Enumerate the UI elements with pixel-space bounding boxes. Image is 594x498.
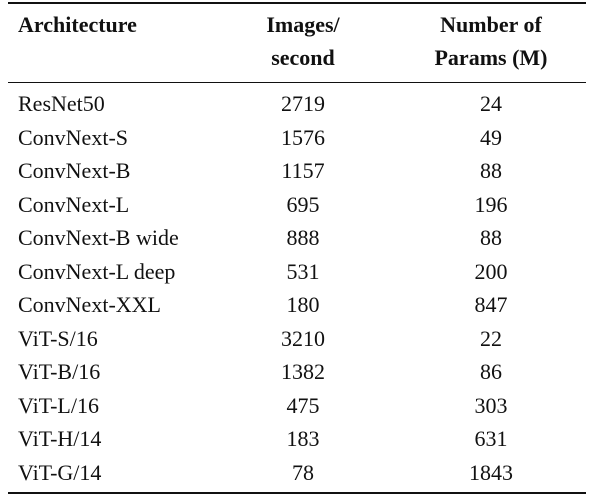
value-cell: 24 xyxy=(480,91,502,116)
value-cell: 1382 xyxy=(281,359,325,384)
value-cell: 888 xyxy=(286,225,320,250)
value-cell: 531 xyxy=(286,258,320,284)
value-cell: 22 xyxy=(480,325,502,351)
value-cell: 180 xyxy=(286,292,320,317)
architecture-cell: ConvNext-B wide xyxy=(18,225,179,250)
value-cell: 88 xyxy=(480,158,502,183)
value-cell: 183 xyxy=(286,426,320,451)
value-cell: 1576 xyxy=(281,124,325,150)
value-cell: 200 xyxy=(474,258,508,284)
architecture-cell: ViT-S/16 xyxy=(18,325,98,351)
value-cell: 78 xyxy=(292,459,314,485)
architecture-cell: ConvNext-L xyxy=(18,191,130,217)
architecture-cell: ViT-L/16 xyxy=(18,392,99,418)
value-cell: 88 xyxy=(480,225,502,250)
architecture-cell: ViT-H/14 xyxy=(18,426,102,451)
architecture-cell: ViT-B/16 xyxy=(18,359,101,384)
value-cell: 2719 xyxy=(281,91,325,116)
value-cell: 3210 xyxy=(281,325,325,351)
architecture-cell: ResNet50 xyxy=(18,91,105,116)
value-cell: 847 xyxy=(474,292,508,317)
architecture-cell: ConvNext-L deep xyxy=(18,258,176,284)
header-cell: Architecture xyxy=(18,12,137,37)
bottom-rule xyxy=(8,492,586,494)
architecture-cell: ViT-G/14 xyxy=(18,459,102,485)
value-cell: 303 xyxy=(474,392,508,418)
header-cell: Images/ xyxy=(266,12,340,37)
value-cell: 1157 xyxy=(281,158,325,183)
architecture-cell: ConvNext-XXL xyxy=(18,292,161,317)
mid-rule xyxy=(8,82,586,83)
value-cell: 86 xyxy=(480,359,502,384)
value-cell: 196 xyxy=(474,191,508,217)
value-cell: 49 xyxy=(480,124,502,150)
value-cell: 1843 xyxy=(469,459,513,485)
architecture-cell: ConvNext-B xyxy=(18,158,131,183)
value-cell: 695 xyxy=(286,191,320,217)
header-cell: second xyxy=(271,45,335,70)
value-cell: 631 xyxy=(474,426,508,451)
top-rule xyxy=(8,2,586,4)
architecture-cell: ConvNext-S xyxy=(18,124,128,150)
value-cell: 475 xyxy=(286,392,320,418)
header-cell: Params (M) xyxy=(434,45,548,70)
header-cell: Number of xyxy=(440,12,542,37)
